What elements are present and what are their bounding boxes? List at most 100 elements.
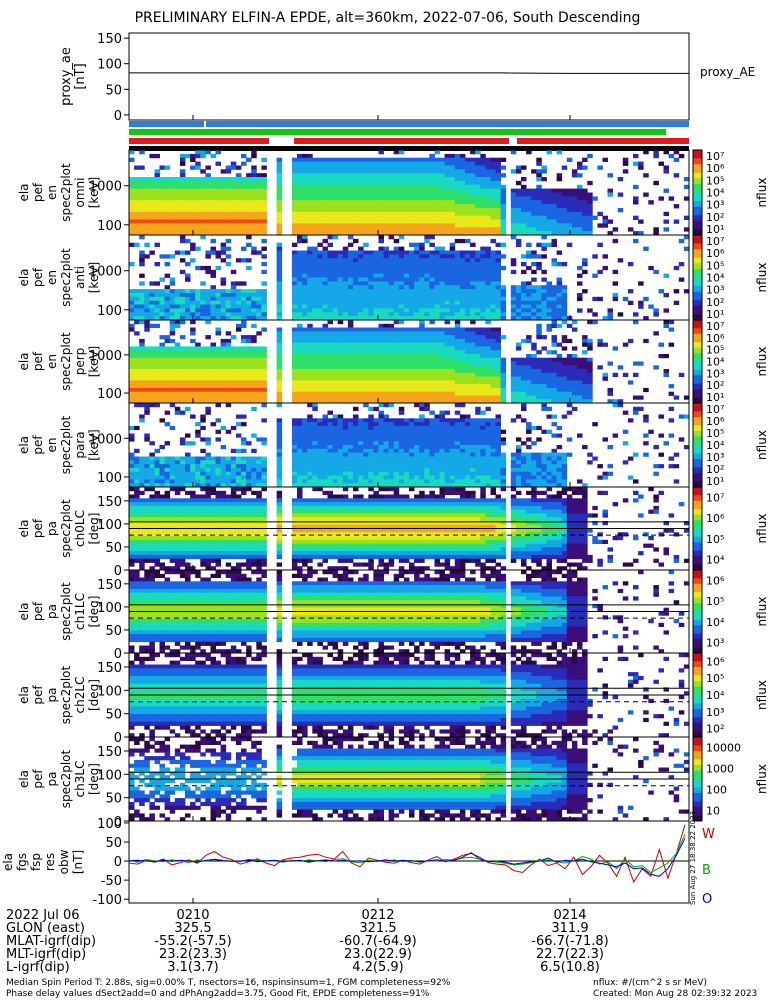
spectrogram-cell (169, 320, 176, 325)
spectrogram-cell (174, 204, 181, 209)
spectrogram-cell (363, 219, 369, 224)
spectrogram-cell (256, 354, 262, 359)
spectrogram-cell (169, 177, 176, 182)
spectrogram-cell (444, 399, 451, 404)
spectrogram-cell (444, 157, 451, 162)
spectrogram-cell (546, 395, 552, 400)
spectrogram-cell (205, 399, 211, 404)
spectrogram-cell (210, 361, 216, 366)
spectrogram-cell (220, 277, 227, 282)
colorbar-cell (693, 361, 702, 365)
spectrogram-cell (373, 258, 379, 263)
spectrogram-cell (210, 460, 216, 465)
spectrogram-cell (424, 316, 430, 321)
spectrogram-cell (449, 269, 456, 275)
spectrogram-cell (317, 254, 323, 259)
spectrogram-cell (393, 238, 400, 244)
spectrogram-cell (210, 464, 216, 469)
spectrogram-cell (541, 254, 547, 259)
spectrogram-cell (419, 254, 425, 259)
proxy-ae-ylabel: proxy_ae (59, 47, 74, 106)
spectrogram-cell (556, 200, 563, 205)
spectrogram-cell (302, 258, 308, 263)
spectrogram-cell (190, 320, 196, 325)
spectrogram-cell (195, 316, 201, 321)
spectrogram-cell (490, 177, 496, 182)
spectrogram-cell (449, 223, 456, 228)
spectrogram-cell (307, 312, 313, 317)
spectrogram-cell (363, 273, 369, 278)
colorbar-cell (693, 317, 702, 321)
spectrogram-cell (566, 354, 573, 359)
spectrogram-cell (185, 289, 191, 294)
spectrogram-cell (235, 312, 242, 317)
spectrogram-cell (200, 346, 206, 351)
spectrogram-cell (185, 441, 191, 446)
spectrogram-cell (154, 372, 160, 377)
spectrogram-cell (276, 346, 283, 351)
spectrogram-cell (393, 391, 400, 396)
spectrogram-cell (398, 173, 405, 178)
spectrogram-cell (393, 231, 400, 236)
spectrogram-cell (480, 273, 486, 278)
spectrogram-cell (205, 269, 211, 275)
spectrogram-cell (409, 281, 415, 286)
spectrogram-cell (495, 387, 501, 393)
spectrogram-cell (490, 316, 496, 321)
spectrogram-cell (388, 250, 395, 255)
spectrogram-cell (159, 180, 165, 186)
spectrogram-cell (424, 204, 430, 209)
spectrogram-cell (302, 346, 308, 351)
spectrogram-cell (164, 289, 171, 294)
spectrogram-cell (144, 406, 150, 411)
spectrogram-cell (322, 177, 328, 182)
spectrogram-cell (470, 357, 476, 362)
spectrogram-cell (139, 384, 145, 389)
spectrogram-cell (302, 350, 308, 355)
spectrogram-cell (363, 346, 369, 351)
spectrogram-cell (490, 304, 496, 309)
spectrogram-cell (444, 369, 451, 374)
spectrogram-cell (347, 192, 354, 197)
spectrogram-cell (169, 350, 176, 355)
spectrogram-cell (683, 196, 690, 201)
spectrogram-cell (195, 153, 201, 159)
spectrogram-cell (531, 227, 537, 232)
spectrogram-cell (337, 395, 344, 400)
spectrogram-cell (215, 460, 221, 465)
spectrogram-cell (205, 335, 211, 340)
spectrogram-cell (414, 354, 420, 359)
spectrogram-cell (225, 391, 232, 396)
spectrogram-cell (398, 196, 405, 201)
spectrogram-cell (220, 184, 227, 190)
spectrogram-cell (409, 296, 415, 302)
spectrogram-cell (363, 342, 369, 347)
spectrogram-cell (419, 219, 425, 224)
spectrogram-cell (235, 165, 242, 170)
spectrogram-cell (225, 316, 232, 321)
spectrogram-cell (495, 335, 501, 340)
spectrogram-cell (185, 380, 191, 385)
spectrogram-cell (195, 296, 201, 302)
spectrogram-cell (444, 296, 451, 302)
spectrogram-cell (414, 365, 420, 370)
spectrogram-cell (429, 250, 435, 255)
spectrogram-cell (347, 173, 354, 178)
spectrogram-cell (495, 312, 501, 317)
spectrogram-cell (419, 161, 425, 166)
spectrogram-cell (210, 342, 216, 347)
spectrogram-cell (312, 376, 318, 381)
spectrogram-cell (205, 180, 211, 186)
spectrogram-cell (358, 357, 364, 362)
spectrogram-cell (500, 335, 507, 340)
spectrogram-cell (388, 308, 395, 313)
spectrogram-cell (164, 177, 171, 182)
spectrogram-cell (210, 391, 216, 396)
spectrogram-cell (235, 456, 242, 461)
spectrogram-cell (337, 346, 344, 351)
spectrogram-cell (297, 327, 303, 332)
spectrogram-cell (577, 196, 583, 201)
spectrogram-cell (419, 215, 425, 220)
spectrogram-cell (291, 254, 298, 259)
spectrogram-cell (587, 200, 593, 205)
